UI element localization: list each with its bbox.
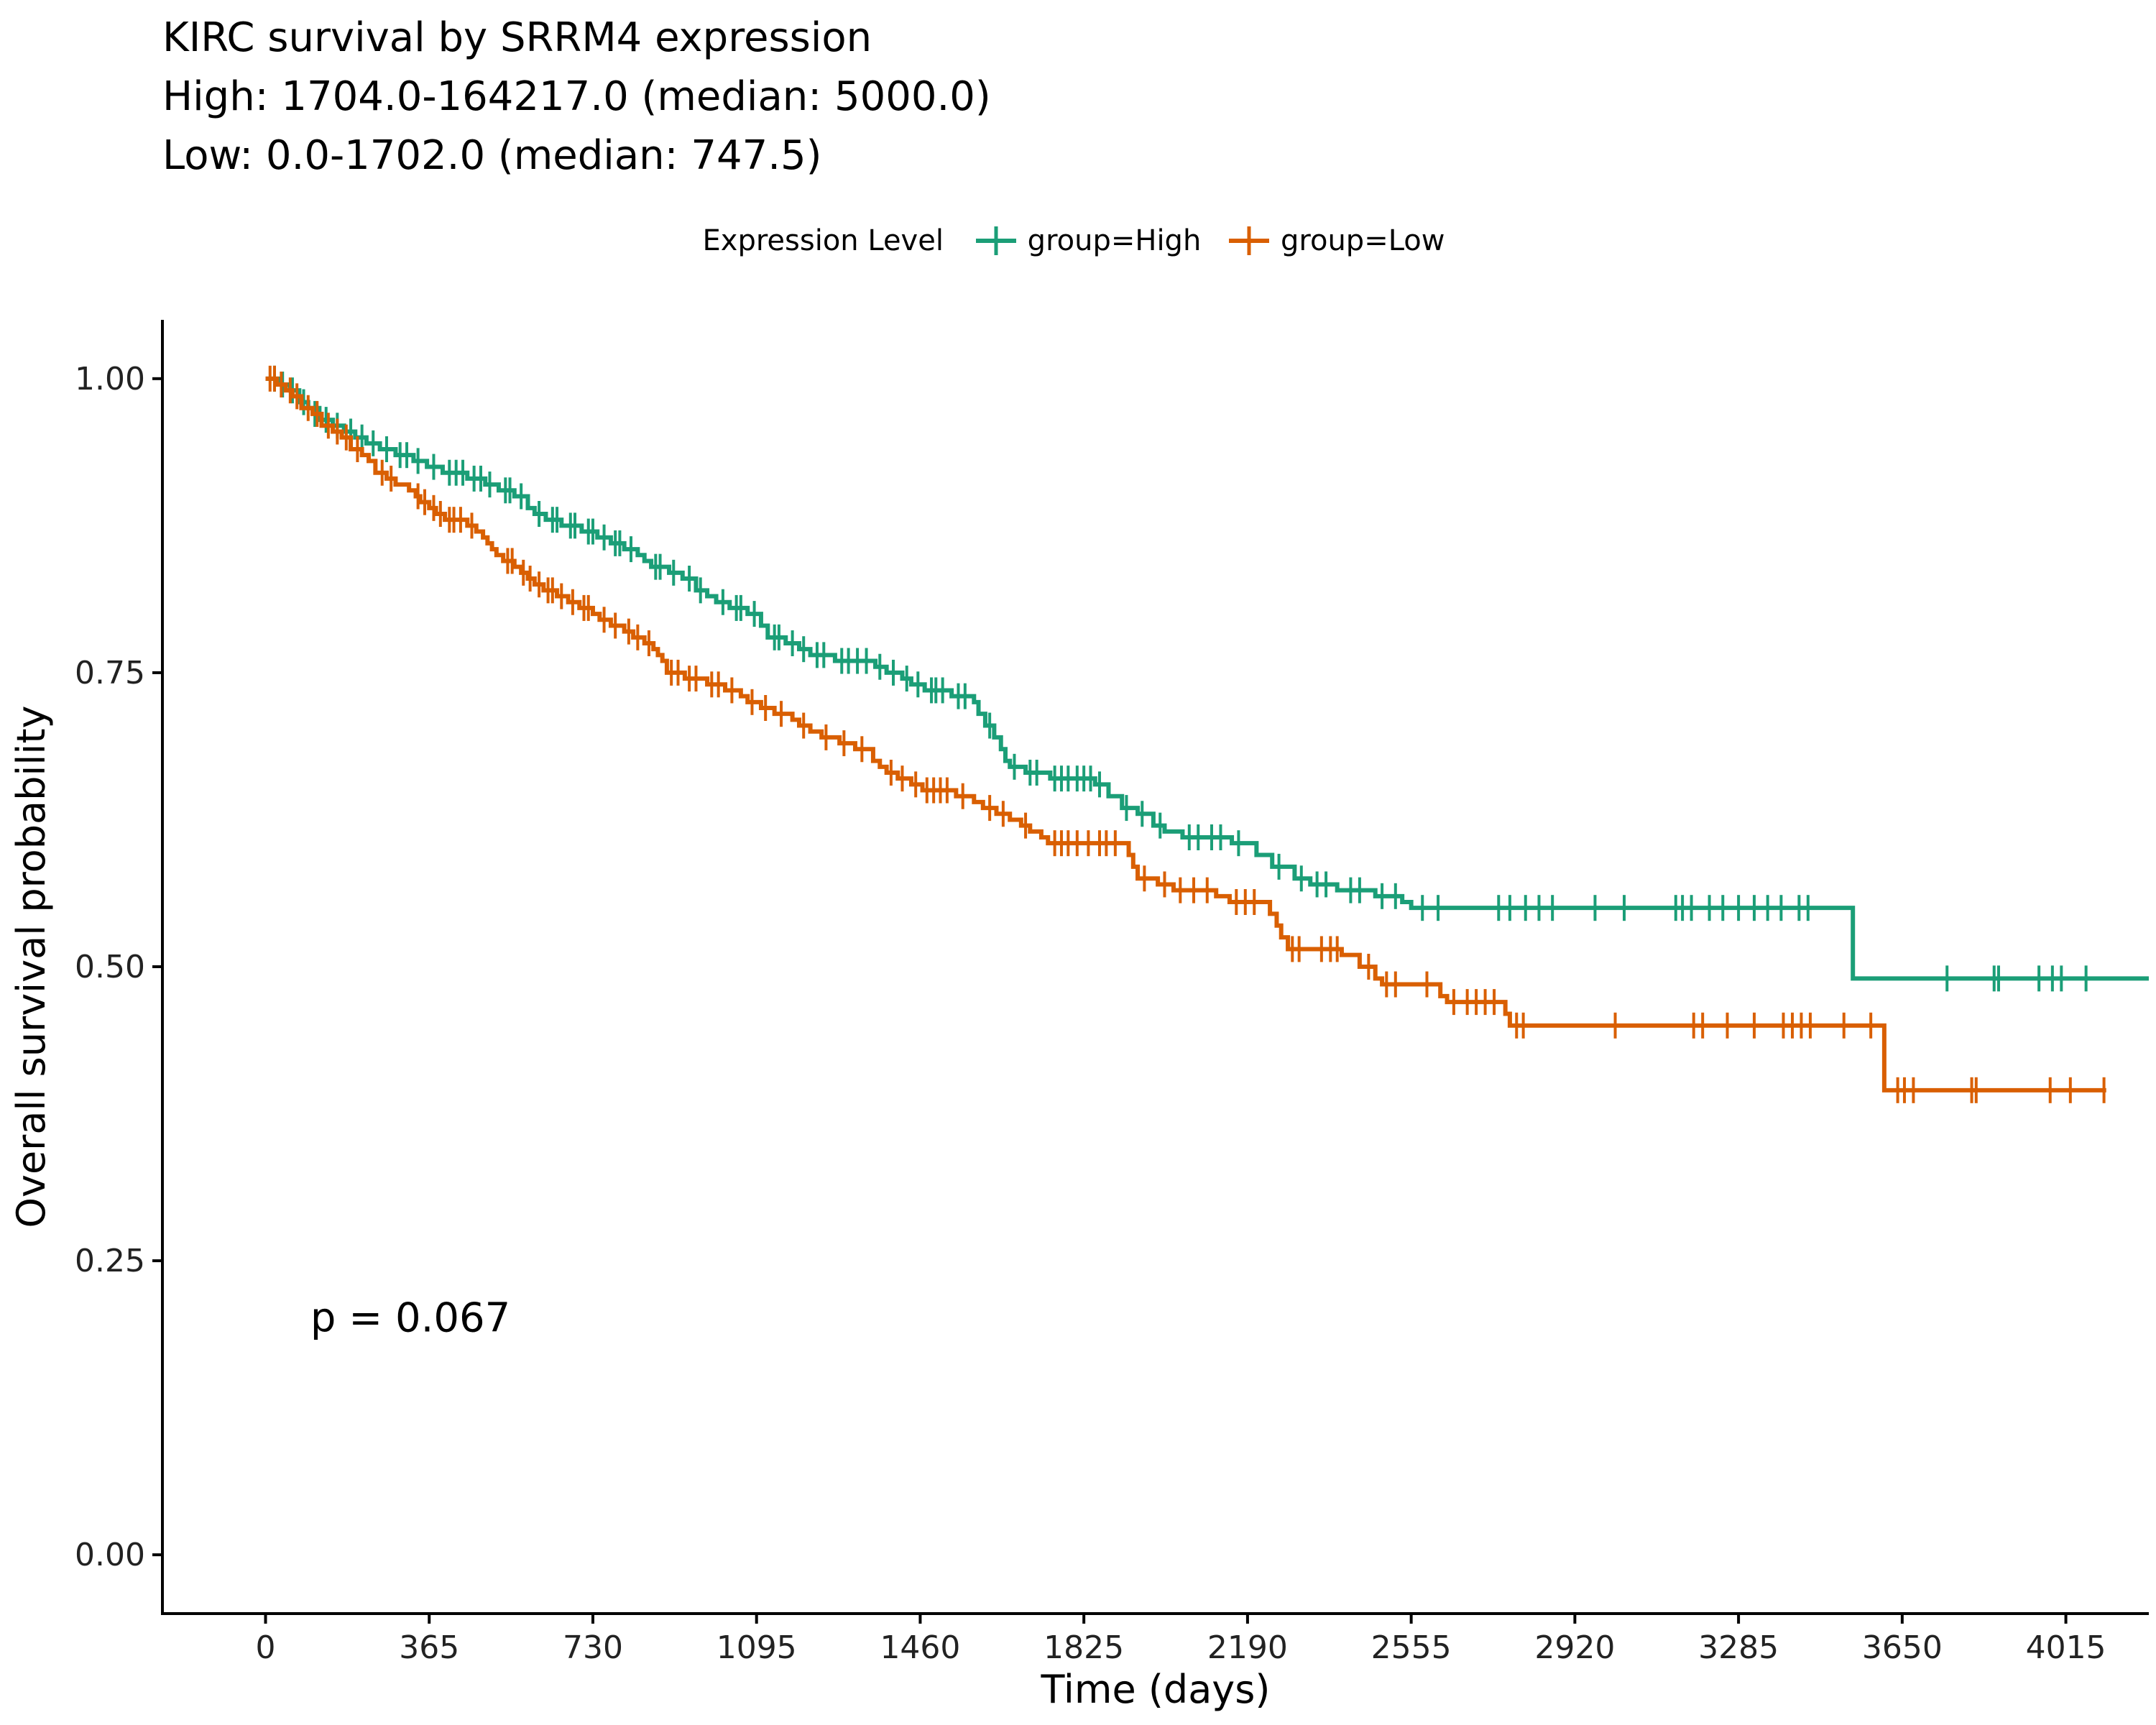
x-tick-label: 3650 [1862,1629,1943,1666]
x-tick-label: 2190 [1207,1629,1288,1666]
x-tick-label: 1825 [1044,1629,1124,1666]
x-tick-label: 1460 [880,1629,960,1666]
legend-item-low: group=Low [1227,219,1445,262]
x-tick-label: 2555 [1371,1629,1452,1666]
legend-label-low: group=Low [1281,224,1445,257]
y-tick-label: 0.00 [75,1537,145,1573]
x-tick-label: 3285 [1698,1629,1779,1666]
legend-item-high: group=High [975,219,1202,262]
x-tick-label: 4015 [2026,1629,2106,1666]
series-line [265,376,2149,981]
y-tick-label: 1.00 [75,361,145,397]
x-tick-label: 0 [256,1629,276,1666]
legend: Expression Level group=High group=Low [0,219,2156,262]
legend-key-low-icon [1229,226,1270,255]
x-axis-label: Time (days) [1041,1667,1271,1712]
y-axis-label: Overall survival probability [9,706,54,1228]
chart-titles: KIRC survival by SRRM4 expression High: … [162,9,991,185]
p-value-annotation: p = 0.067 [310,1294,510,1341]
series-line [265,376,2106,1092]
x-tick-label: 1095 [717,1629,797,1666]
legend-key-high-icon [975,226,1016,255]
series-group-low [265,365,2106,1103]
chart-title: KIRC survival by SRRM4 expression [162,14,872,61]
y-tick-label: 0.50 [75,949,145,985]
legend-label-high: group=High [1027,224,1202,257]
x-tick-label: 730 [563,1629,623,1666]
x-tick-label: 365 [399,1629,459,1666]
series-group-high [265,365,2149,992]
y-tick-label: 0.75 [75,655,145,691]
chart-subtitle-high: High: 1704.0-164217.0 (median: 5000.0) [162,73,991,120]
chart-subtitle-low: Low: 0.0-1702.0 (median: 747.5) [162,132,822,179]
y-tick-label: 0.25 [75,1243,145,1279]
x-tick-label: 2920 [1534,1629,1615,1666]
legend-title: Expression Level [702,224,944,257]
